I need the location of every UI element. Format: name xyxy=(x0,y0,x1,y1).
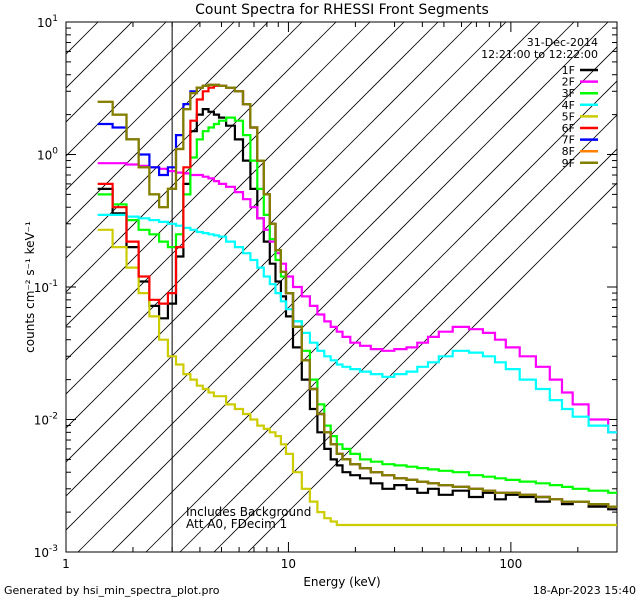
hatched-region xyxy=(66,22,617,552)
legend-label-5f: 5F xyxy=(562,110,575,123)
annotation-background: Includes Background xyxy=(186,505,311,519)
time-range-label: 12:21:00 to 12:22:00 xyxy=(481,48,598,61)
y-tick-label: 10-1 xyxy=(34,279,58,295)
hatch-line xyxy=(66,22,473,429)
hatch-line xyxy=(66,22,269,225)
series-line-5f xyxy=(97,228,617,527)
hatch-line xyxy=(66,22,303,259)
y-tick-label: 10-3 xyxy=(34,544,58,560)
hatch-line xyxy=(247,182,617,552)
date-label: 31-Dec-2014 xyxy=(527,36,598,49)
hatch-line xyxy=(66,22,167,123)
hatch-line xyxy=(179,114,617,552)
hatch-line xyxy=(66,22,439,395)
legend-label-4f: 4F xyxy=(562,99,575,112)
x-tick-label: 1 xyxy=(62,557,70,571)
legend-label-2f: 2F xyxy=(562,76,575,89)
legend-label-1f: 1F xyxy=(562,64,575,77)
x-axis-label: Energy (keV) xyxy=(303,575,380,589)
axis-ticks: 1 10 100 101 100 10-1 10-2 10-3 xyxy=(34,14,618,571)
hatch-line xyxy=(145,80,617,552)
hatch-line xyxy=(66,22,575,531)
footer-generated-by: Generated by hsi_min_spectra_plot.pro xyxy=(4,584,220,597)
series-line-9f xyxy=(97,83,617,508)
chart-title: Count Spectra for RHESSI Front Segments xyxy=(195,2,489,18)
y-tick-label: 100 xyxy=(37,147,58,163)
series-line-4f xyxy=(97,213,617,434)
series-line-2f xyxy=(97,162,617,434)
series-lines xyxy=(97,83,617,527)
legend-label-8f: 8F xyxy=(562,145,575,158)
footer-timestamp: 18-Apr-2023 15:40 xyxy=(533,584,636,597)
x-tick-label: 100 xyxy=(499,557,522,571)
legend-label-6f: 6F xyxy=(562,122,575,135)
hatch-line xyxy=(66,22,371,327)
hatch-line xyxy=(111,46,617,552)
hatch-line xyxy=(77,22,609,552)
y-tick-label: 101 xyxy=(37,14,58,30)
y-tick-label: 10-2 xyxy=(34,412,58,428)
y-axis-label: counts cm⁻² s⁻¹ keV⁻¹ xyxy=(23,221,37,353)
annotation-attenuator: Att A0, FDecim 1 xyxy=(186,517,287,531)
legend-label-9f: 9F xyxy=(562,157,575,170)
legend-label-7f: 7F xyxy=(562,134,575,147)
x-tick-label: 10 xyxy=(281,557,296,571)
hatch-line xyxy=(66,22,507,463)
hatch-line xyxy=(213,148,617,552)
hatch-line xyxy=(66,22,235,191)
legend-label-3f: 3F xyxy=(562,87,575,100)
